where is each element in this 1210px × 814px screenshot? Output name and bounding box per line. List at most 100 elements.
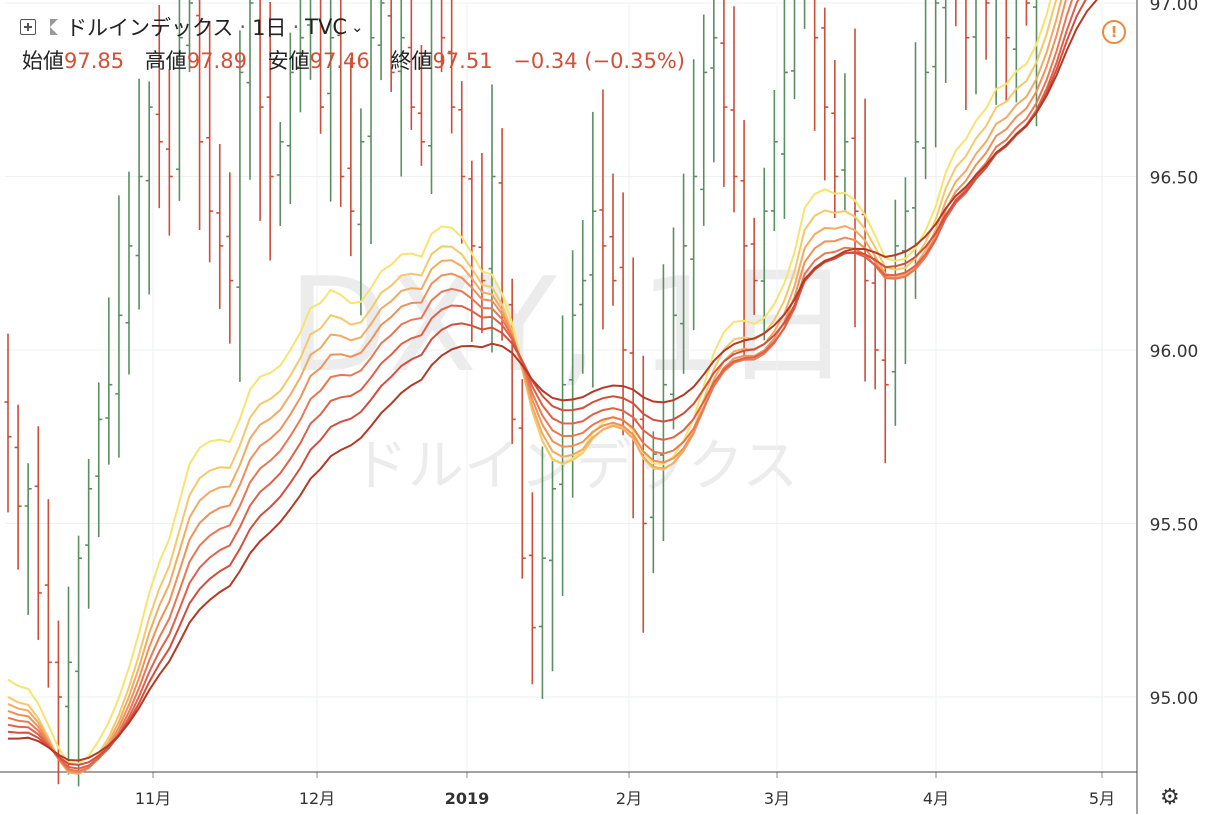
ohlc-bar — [85, 458, 93, 609]
ohlc-bar — [740, 120, 748, 357]
x-tick-label: 2月 — [616, 789, 642, 808]
ohlc-bar — [24, 463, 32, 615]
ohlc-bar — [428, 0, 433, 194]
chart-header[interactable]: ドルインデックス · 1日 · TVC ⌄ — [20, 12, 364, 42]
ohlc-bar — [700, 14, 708, 226]
ohlc-bar — [720, 0, 728, 187]
ohlc-legend: 始値97.85 高値97.89 安値97.46 終値97.51 −0.34 (−… — [22, 45, 699, 75]
ohlc-bar — [730, 6, 738, 213]
ohlc-bar — [296, 0, 304, 113]
ohlc-bar — [95, 382, 103, 538]
y-tick-label: 95.00 — [1150, 689, 1199, 709]
ohlc-bar — [750, 217, 758, 315]
interval-label[interactable]: 1日 — [252, 16, 287, 40]
ohlc-bar — [831, 59, 839, 218]
ohlc-bar — [186, 0, 193, 73]
ohlc-bar — [175, 0, 183, 201]
x-tick-label: 2019 — [445, 789, 490, 808]
x-tick-label: 11月 — [135, 789, 171, 808]
ohlc-bar — [995, 0, 997, 105]
ohlc-bar — [448, 0, 456, 134]
x-tick-label: 12月 — [299, 789, 335, 808]
ohlc-bar — [1005, 0, 1010, 101]
y-tick-label: 95.50 — [1150, 516, 1199, 536]
ohlc-bar — [75, 535, 83, 787]
ohlc-bar — [518, 379, 526, 579]
watermark-sub: ドルインデックス — [352, 434, 798, 499]
ohlc-bar — [397, 0, 405, 177]
ohlc-bar — [538, 446, 546, 699]
ohlc-bar — [942, 0, 947, 83]
ohlc-bar — [985, 0, 990, 60]
separator: · — [239, 15, 247, 39]
ema-line — [7, 0, 1080, 770]
ohlc-bar — [407, 0, 415, 130]
high-value: 97.89 — [186, 49, 247, 73]
ohlc-bar — [770, 90, 778, 232]
ohlc-bar — [259, 0, 264, 221]
open-value: 97.85 — [64, 49, 125, 73]
ohlc-bar — [569, 250, 577, 498]
ohlc-bar — [226, 172, 234, 344]
ema-line — [7, 0, 1058, 775]
ohlc-bar — [387, 0, 395, 92]
ohlc-bar — [821, 7, 829, 181]
ohlc-bar — [579, 219, 587, 374]
ohlc-bar — [337, 0, 345, 207]
exchange-label[interactable]: TVC — [305, 15, 347, 39]
ohlc-bar — [125, 171, 133, 375]
ohlc-bar — [266, 1, 274, 261]
ohlc-bar — [286, 32, 294, 205]
ohlc-bar — [972, 0, 977, 95]
alert-icon[interactable]: ! — [1102, 20, 1126, 44]
ohlc-bar — [14, 404, 22, 570]
ohlc-bar — [34, 426, 42, 640]
ohlc-bar — [1012, 0, 1018, 103]
ohlc-bar — [115, 195, 123, 458]
ohlc-bar — [803, 0, 806, 29]
ohlc-bar — [276, 121, 284, 227]
ohlc-bar — [881, 267, 889, 464]
y-tick-label: 96.50 — [1150, 169, 1199, 189]
ohlc-bar — [236, 30, 244, 382]
flag-icon[interactable] — [50, 19, 58, 35]
ohlc-bar — [813, 0, 819, 131]
ohlc-bar — [165, 69, 173, 236]
watermark-main: DXY, 1日 — [288, 249, 852, 401]
low-label: 安値 — [267, 49, 310, 73]
open-label: 始値 — [22, 49, 64, 73]
chevron-down-icon[interactable]: ⌄ — [350, 18, 364, 36]
ohlc-bar — [347, 57, 355, 257]
ohlc-bar — [649, 431, 657, 574]
ohlc-bar — [135, 78, 143, 310]
ohlc-bar — [417, 45, 425, 166]
ohlc-bar — [65, 586, 72, 775]
ohlc-bar — [145, 81, 153, 295]
ohlc-bar — [791, 0, 796, 100]
ohlc-bar — [965, 0, 970, 110]
ohlc-bar — [196, 0, 204, 231]
ohlc-bar — [841, 73, 849, 212]
gear-icon[interactable]: ⚙ — [1160, 785, 1180, 810]
ohlc-bar — [932, 0, 940, 148]
ohlc-bar — [710, 0, 718, 163]
ohlc-bar — [609, 173, 617, 306]
ohlc-bar — [105, 297, 113, 465]
ohlc-bar — [549, 458, 556, 672]
ohlc-bar — [619, 192, 627, 436]
ema-line — [8, 0, 1098, 762]
ohlc-bar — [639, 355, 647, 633]
ohlc-bar — [760, 167, 768, 341]
x-tick-label: 4月 — [923, 789, 949, 808]
symbol-title[interactable]: ドルインデックス — [66, 16, 234, 40]
ohlc-bar — [891, 199, 899, 426]
ohlc-bar — [206, 20, 214, 263]
symbol-plus-icon[interactable] — [20, 19, 36, 35]
ohlc-bar — [589, 111, 597, 388]
ohlc-bar — [216, 143, 224, 309]
ohlc-bar — [508, 278, 516, 444]
y-tick-label: 97.00 — [1150, 0, 1199, 15]
ohlc-bar — [458, 81, 466, 244]
x-tick-label: 5月 — [1089, 789, 1115, 808]
